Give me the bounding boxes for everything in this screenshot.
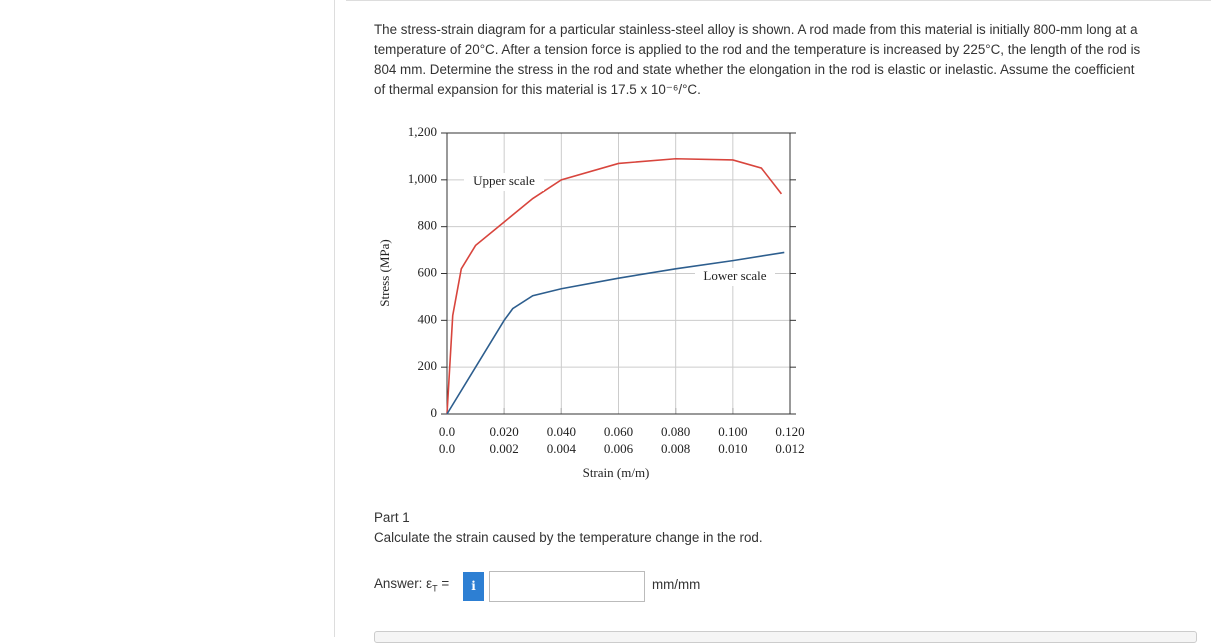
subscript: T [432,583,438,594]
info-button[interactable]: i [463,572,484,601]
answer-input[interactable] [489,571,645,602]
x-tick-label: 0.0 [439,424,455,439]
x-tick-label: 0.040 [547,424,576,439]
panel-border [334,0,335,637]
x-tick-label: 0.120 [775,424,804,439]
series-label: Upper scale [473,173,535,188]
part-text: Calculate the strain caused by the tempe… [374,530,763,545]
y-tick-label: 600 [418,264,438,279]
x2-tick-label: 0.0 [439,441,455,456]
question-line: of thermal expansion for this material i… [374,82,701,97]
question-line: The stress-strain diagram for a particul… [374,22,1138,37]
x2-tick-label: 0.008 [661,441,690,456]
question-line: 804 mm. Determine the stress in the rod … [374,62,1135,77]
unit: mm/mm [652,577,701,592]
y-tick-label: 1,000 [408,171,437,186]
next-panel [374,631,1197,643]
question-line: temperature of 20°C. After a tension for… [374,42,1141,57]
x-tick-label: 0.060 [604,424,633,439]
series-line [446,157,783,415]
x2-tick-label: 0.012 [775,441,804,456]
equals: = [441,576,450,591]
label-bg [464,173,544,191]
x2-tick-label: 0.010 [718,441,747,456]
top-border [346,0,1211,5]
answer-label: Answer: εT = [374,576,449,594]
label-bg [695,268,775,286]
chart: Stress (MPa) Strain (m/m) 0 200 400 600 800 1… [377,124,805,480]
y-tick-label: 200 [418,358,438,373]
x-axis-title: Strain (m/m) [583,465,650,480]
x2-tick-label: 0.006 [604,441,634,456]
x2-tick-label: 0.002 [490,441,519,456]
y-tick-label: 400 [418,311,438,326]
y-tick-label: 800 [418,218,438,233]
series-label: Lower scale [703,268,766,283]
series-line [446,251,785,415]
plot-frame [446,132,791,415]
x2-tick-label: 0.004 [547,441,577,456]
symbol: ε [426,576,433,591]
x-tick-label: 0.100 [718,424,747,439]
y-axis-title: Stress (MPa) [377,239,392,307]
part-title: Part 1 [374,510,410,525]
y-tick-label: 1,200 [408,124,437,139]
x-tick-label: 0.080 [661,424,690,439]
question: The stress-strain diagram for a particul… [374,20,1140,100]
y-tick-label: 0 [431,405,438,420]
answer-text: Answer: [374,576,423,591]
x-tick-label: 0.020 [490,424,519,439]
